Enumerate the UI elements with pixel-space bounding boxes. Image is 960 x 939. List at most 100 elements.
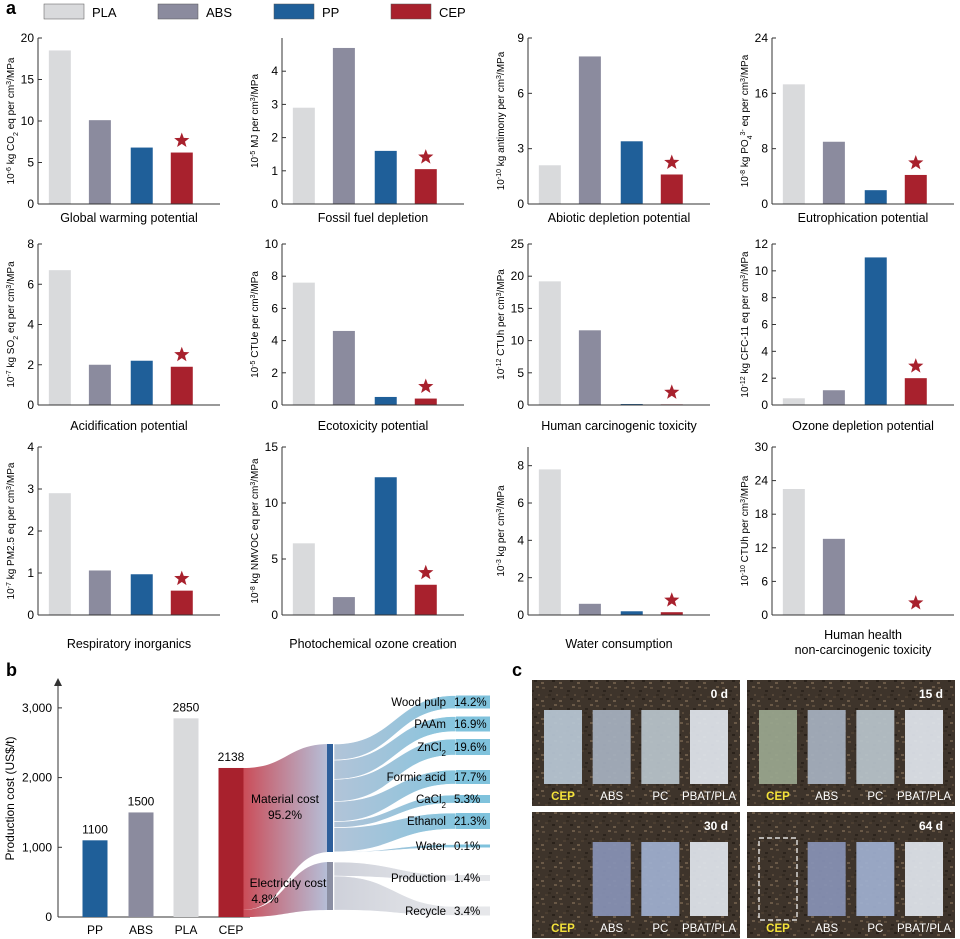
breakdown-item-label: CaCl2 xyxy=(416,794,447,810)
sample-label: PBAT/PLA xyxy=(682,923,736,935)
bar-pp xyxy=(374,150,397,204)
y-tick-label: 4 xyxy=(27,318,34,332)
panel-label-a: a xyxy=(6,0,17,18)
bar-pla xyxy=(292,282,315,405)
y-tick-label: 3 xyxy=(27,482,34,496)
breakdown-item-percent: 1.4% xyxy=(454,873,480,885)
y-tick-label: 2 xyxy=(27,524,34,538)
y-axis-label: 10-6 kg CO2 eq per cm3/MPa xyxy=(6,57,20,184)
y-axis-label: 10-10 kg antimony per cm3/MPa xyxy=(496,51,508,190)
star-marker xyxy=(174,346,190,362)
bar-pla xyxy=(48,50,71,205)
sample-label: ABS xyxy=(815,791,838,803)
y-tick-label: 12 xyxy=(755,541,769,555)
flow-electricity-cost xyxy=(243,862,330,917)
legend-swatch-cep xyxy=(390,3,432,20)
y-tick-label: 9 xyxy=(517,31,524,45)
x-axis-label: Ecotoxicity potential xyxy=(318,419,428,433)
legend-label-pla: PLA xyxy=(92,5,117,20)
bar-pp xyxy=(130,360,153,405)
y-tick-label: 0 xyxy=(271,608,278,622)
bar-pp xyxy=(620,141,643,204)
day-label: 0 d xyxy=(711,687,728,701)
y-tick-label: 3 xyxy=(517,142,524,156)
cost-bar-cep xyxy=(218,767,244,917)
y-tick-label: 15 xyxy=(265,440,279,454)
bar-cep xyxy=(414,584,437,615)
breakdown-item-label: Formic acid xyxy=(387,772,446,784)
y-tick-label: 5 xyxy=(271,552,278,566)
y-tick-label: 4 xyxy=(27,440,34,454)
flow-paam xyxy=(333,716,457,780)
y-tick-label: 15 xyxy=(21,73,35,87)
breakdown-item-label: PAAm xyxy=(414,719,446,731)
star-marker xyxy=(418,564,434,580)
x-axis-label: Respiratory inorganics xyxy=(67,637,191,651)
bar-abs xyxy=(88,120,111,204)
y-tick-label: 24 xyxy=(755,31,769,45)
bar-cep xyxy=(904,378,927,405)
plastic-sample xyxy=(592,842,631,916)
soil-photo-15d: 15 d CEP ABS PC PBAT/PLA xyxy=(747,680,955,806)
sample-label: ABS xyxy=(815,923,838,935)
y-tick-label: 25 xyxy=(511,237,525,251)
y-tick-label: 0 xyxy=(45,910,52,924)
sample-label: CEP xyxy=(551,791,575,803)
star-marker xyxy=(418,378,434,394)
bar-pla xyxy=(782,489,805,615)
bar-pla xyxy=(538,281,561,405)
plastic-sample xyxy=(759,710,797,784)
bar-pla xyxy=(48,493,71,615)
x-axis-label: Abiotic depletion potential xyxy=(548,211,690,225)
x-axis-label: Global warming potential xyxy=(60,211,198,225)
impact-chart-3: 0 3 6 9 10-10 kg antimony per cm3/MPa Abiotic… xyxy=(496,31,710,225)
bar-cep xyxy=(170,366,193,405)
group-value-electricity: 4.8% xyxy=(251,892,279,906)
sample-label: PBAT/PLA xyxy=(897,923,951,935)
breakdown-item-percent: 21.3% xyxy=(454,816,487,828)
panel-label-b: b xyxy=(6,660,17,680)
bar-pp xyxy=(864,190,887,204)
y-tick-label: 2,000 xyxy=(22,771,52,785)
y-tick-label: 4 xyxy=(271,64,278,78)
y-tick-label: 1,000 xyxy=(22,840,52,854)
plastic-sample xyxy=(807,842,846,916)
day-label: 64 d xyxy=(919,819,943,833)
breakdown-item-percent: 5.3% xyxy=(454,794,480,806)
y-tick-label: 16 xyxy=(755,86,769,100)
y-tick-label: 0 xyxy=(517,608,524,622)
y-tick-label: 12 xyxy=(755,237,769,251)
y-tick-label: 2 xyxy=(761,371,768,385)
bar-cep xyxy=(660,174,683,204)
plastic-sample xyxy=(641,710,680,784)
y-tick-label: 4 xyxy=(761,344,768,358)
breakdown-item-label: Ethanol xyxy=(407,816,446,828)
bar-cep xyxy=(170,152,193,204)
plastic-sample xyxy=(592,710,631,784)
breakdown-item-percent: 3.4% xyxy=(454,906,480,918)
impact-chart-9: 0 1 2 3 4 10-7 kg PM2.5 eq per cm3/MPa Respira… xyxy=(6,440,220,651)
plastic-sample xyxy=(690,842,728,916)
y-tick-label: 20 xyxy=(21,31,35,45)
x-axis-label: Fossil fuel depletion xyxy=(318,211,429,225)
x-axis-label-line2: non-carcinogenic toxicity xyxy=(795,643,933,657)
breakdown-item-percent: 16.9% xyxy=(454,719,487,731)
y-tick-label: 4 xyxy=(271,334,278,348)
y-tick-label: 8 xyxy=(517,459,524,473)
day-label: 30 d xyxy=(704,819,728,833)
cost-bar-pla xyxy=(173,718,199,917)
star-marker xyxy=(664,154,680,169)
star-marker xyxy=(664,384,680,399)
legend: PLA ABS PP CEP xyxy=(43,3,466,20)
y-tick-label: 0 xyxy=(761,398,768,412)
star-marker xyxy=(908,595,924,610)
electricity-node xyxy=(327,862,333,910)
y-axis-label: 10-12 kg CFC-11 eq per cm3/MPa xyxy=(740,251,752,398)
y-tick-label: 5 xyxy=(27,156,34,170)
y-tick-label: 20 xyxy=(511,269,525,283)
group-label-material: Material cost xyxy=(251,792,320,806)
